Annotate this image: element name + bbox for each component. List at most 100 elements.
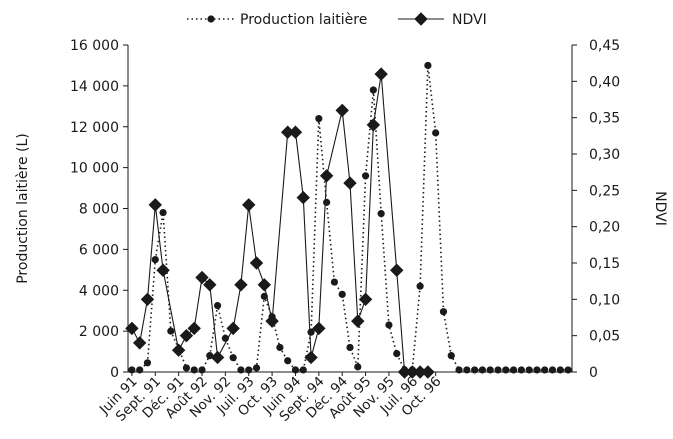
ndvi-marker	[312, 321, 326, 336]
production-laitiere-marker	[346, 343, 354, 352]
production-laitiere-marker	[213, 301, 222, 310]
y-tick-label-left: 10 000	[70, 161, 119, 177]
production-laitiere-marker	[245, 366, 253, 374]
y-tick-label-left: 16 000	[70, 38, 119, 54]
production-laitiere-marker	[198, 366, 206, 374]
production-laitiere-marker	[502, 366, 510, 374]
production-laitiere-marker	[354, 363, 362, 371]
production-laitiere-marker	[447, 352, 455, 360]
production-laitiere-line	[131, 65, 569, 371]
ndvi-marker	[257, 278, 272, 292]
y-axis-title-right: NDVI	[652, 191, 668, 226]
production-laitiere-marker	[330, 278, 339, 286]
production-laitiere-marker	[564, 366, 572, 374]
legend-label: Production laitière	[240, 12, 367, 28]
legend-swatch-marker	[207, 15, 215, 23]
production-laitiere-marker	[252, 364, 261, 372]
production-laitiere-marker	[478, 366, 487, 374]
production-laitiere-marker	[432, 129, 440, 137]
legend-label: NDVI	[452, 12, 487, 28]
ndvi-marker	[156, 263, 170, 277]
ndvi-marker	[132, 336, 147, 350]
y-tick-label-right: 0,35	[589, 111, 620, 127]
production-laitiere-marker	[471, 366, 479, 374]
production-laitiere-marker	[221, 334, 229, 342]
y-tick-label-right: 0,15	[589, 256, 620, 272]
production-laitiere-marker	[167, 327, 175, 335]
ndvi-marker	[296, 190, 310, 205]
production-laitiere-marker	[494, 366, 502, 374]
ndvi-marker	[179, 328, 194, 343]
production-laitiere-marker	[517, 366, 525, 374]
ndvi-marker	[265, 314, 279, 328]
ndvi-marker	[249, 256, 264, 270]
y-axis-label-left: Production laitière (L)	[15, 133, 31, 284]
legend: Production laitière NDVI	[187, 12, 487, 28]
y-tick-label-right: 0	[589, 365, 598, 381]
y-tick-label-right: 0,45	[589, 38, 620, 54]
ndvi-marker	[304, 350, 318, 365]
ndvi-marker	[335, 103, 349, 118]
ndvi-marker	[234, 278, 248, 292]
production-laitiere-marker	[361, 172, 370, 180]
production-laitiere-marker	[136, 366, 144, 374]
production-laitiere-marker	[509, 366, 518, 374]
ndvi-marker	[242, 198, 256, 212]
y-tick-label-left: 4 000	[79, 283, 119, 299]
ndvi-marker	[366, 118, 381, 132]
y-axis-label-right: NDVI	[652, 191, 668, 226]
production-laitiere-marker	[525, 366, 533, 374]
y-tick-label-right: 0,25	[589, 183, 620, 199]
production-laitiere-marker	[229, 354, 237, 362]
production-laitiere-marker	[128, 366, 136, 374]
ndvi-marker	[319, 169, 334, 183]
production-laitiere-marker	[424, 61, 432, 70]
production-laitiere-marker	[533, 366, 541, 374]
production-laitiere-marker	[151, 255, 159, 264]
ndvi-line	[131, 74, 428, 373]
ndvi-marker	[226, 321, 240, 336]
production-laitiere-marker	[276, 343, 284, 352]
production-laitiere-marker	[369, 86, 377, 94]
series-lines	[131, 65, 569, 373]
ndvi-marker	[148, 198, 162, 212]
production-laitiere-marker	[159, 208, 167, 217]
y-tick-label-left: 14 000	[70, 79, 119, 95]
y-ticks-right: 0 0,05 0,10 0,15 0,20 0,25 0,30 0,35 0,40 0,45	[572, 38, 620, 381]
y-tick-label-left: 12 000	[70, 120, 119, 136]
y-tick-label-left: 8 000	[79, 202, 119, 218]
y-tick-label-right: 0,40	[589, 74, 620, 90]
ndvi-marker	[358, 292, 373, 307]
ndvi-marker	[351, 314, 365, 328]
production-laitiere-marker	[237, 366, 245, 374]
y-tick-label-left: 0	[110, 365, 119, 381]
y-tick-label-left: 6 000	[79, 242, 119, 258]
ndvi-marker	[140, 292, 155, 307]
ndvi-marker	[187, 321, 201, 336]
ndvi-marker	[203, 278, 217, 292]
production-laitiere-marker	[486, 366, 494, 374]
y-tick-label-right: 0,05	[589, 329, 620, 345]
production-laitiere-marker	[190, 366, 198, 374]
production-laitiere-marker	[260, 292, 268, 300]
ndvi-marker	[288, 125, 303, 139]
y-axis-title-left: Production laitière (L)	[15, 133, 31, 284]
series-markers	[125, 61, 572, 379]
ndvi-marker	[195, 270, 209, 285]
production-laitiere-marker	[416, 282, 424, 290]
ndvi-marker	[374, 67, 388, 81]
production-laitiere-marker	[439, 308, 448, 316]
ndvi-marker	[390, 263, 404, 277]
production-laitiere-marker	[315, 114, 323, 123]
ndvi-marker	[343, 176, 357, 190]
production-laitiere-marker	[463, 366, 471, 374]
production-laitiere-marker	[385, 321, 393, 329]
production-laitiere-marker	[541, 366, 549, 374]
production-laitiere-marker	[299, 366, 307, 374]
production-laitiere-marker	[455, 366, 463, 374]
production-laitiere-marker	[323, 198, 331, 206]
ndvi-marker	[171, 343, 186, 357]
production-laitiere-marker	[284, 357, 292, 365]
